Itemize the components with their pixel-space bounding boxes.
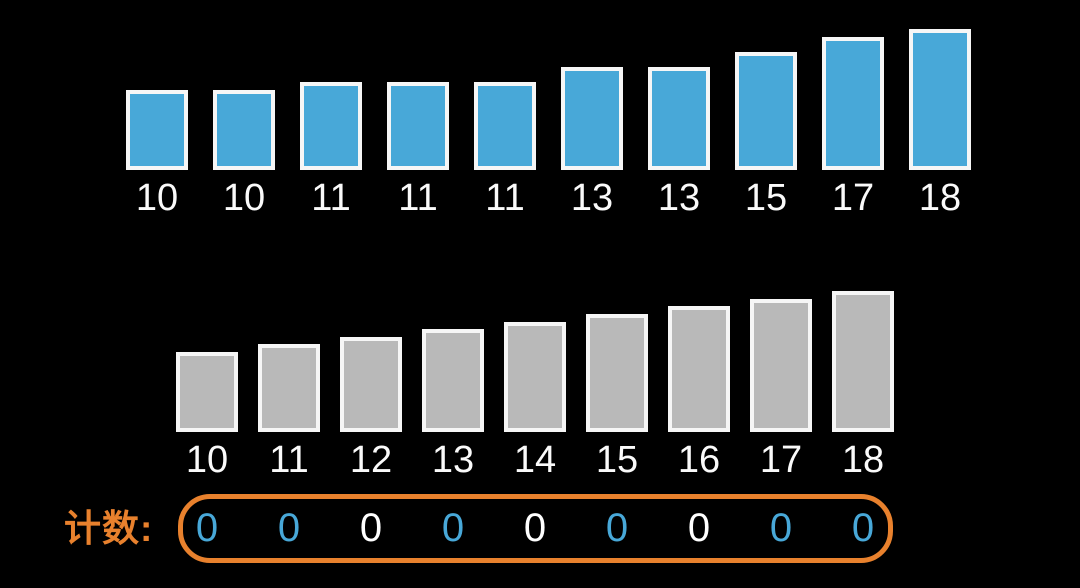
count-buckets-bar xyxy=(668,306,730,432)
count-buckets-bar xyxy=(504,322,566,432)
unsorted-values-item: 17 xyxy=(822,37,884,220)
count-buckets-value-label: 13 xyxy=(431,439,475,481)
unsorted-values-bar xyxy=(387,82,449,170)
count-cell-bucket-17: 0 xyxy=(769,506,793,550)
count-buckets-item: 18 xyxy=(832,291,894,482)
unsorted-values-bar xyxy=(735,52,797,170)
unsorted-values-value-label: 11 xyxy=(485,177,525,219)
count-buckets-item: 17 xyxy=(750,299,812,482)
count-buckets-value-label: 10 xyxy=(185,439,229,481)
count-cell-bucket-11: 0 xyxy=(277,506,301,550)
unsorted-values-value-label: 17 xyxy=(831,177,875,219)
count-buckets-value-label: 12 xyxy=(349,439,393,481)
unsorted-values-item: 11 xyxy=(300,82,362,220)
count-buckets-bar xyxy=(586,314,648,432)
count-buckets-bar xyxy=(832,291,894,432)
count-buckets-value-label: 15 xyxy=(595,439,639,481)
count-cell-bucket-12: 0 xyxy=(359,506,383,550)
unsorted-values-bar xyxy=(213,90,275,170)
unsorted-values-item: 10 xyxy=(213,90,275,220)
count-buckets-item: 11 xyxy=(258,344,320,482)
unsorted-values-value-label: 10 xyxy=(135,177,179,219)
count-buckets-item: 13 xyxy=(422,329,484,482)
count-cell-bucket-14: 0 xyxy=(523,506,547,550)
unsorted-array-bar-row: 10 10 11 11 11 13 13 15 17 18 xyxy=(126,29,971,220)
unsorted-values-value-label: 18 xyxy=(918,177,962,219)
unsorted-values-bar xyxy=(474,82,536,170)
unsorted-values-item: 13 xyxy=(561,67,623,220)
unsorted-values-value-label: 13 xyxy=(657,177,701,219)
unsorted-values-value-label: 10 xyxy=(222,177,266,219)
count-buckets-value-label: 11 xyxy=(269,439,309,481)
count-buckets-bar xyxy=(340,337,402,432)
unsorted-values-bar xyxy=(648,67,710,170)
count-cell-bucket-18: 0 xyxy=(851,506,875,550)
unsorted-values-item: 11 xyxy=(387,82,449,220)
unsorted-values-bar xyxy=(909,29,971,170)
count-buckets-item: 14 xyxy=(504,322,566,482)
unsorted-values-item: 10 xyxy=(126,90,188,220)
count-buckets-bar xyxy=(176,352,238,432)
bucket-scale-bar-row: 10 11 12 13 14 15 16 17 18 xyxy=(176,291,894,482)
unsorted-values-item: 18 xyxy=(909,29,971,220)
count-buckets-value-label: 17 xyxy=(759,439,803,481)
count-buckets-item: 10 xyxy=(176,352,238,482)
count-cell-bucket-10: 0 xyxy=(195,506,219,550)
unsorted-values-bar xyxy=(126,90,188,170)
unsorted-values-value-label: 11 xyxy=(398,177,438,219)
unsorted-values-item: 13 xyxy=(648,67,710,220)
count-buckets-value-label: 16 xyxy=(677,439,721,481)
count-cell-bucket-15: 0 xyxy=(605,506,629,550)
unsorted-values-value-label: 11 xyxy=(311,177,351,219)
count-buckets-bar xyxy=(750,299,812,432)
unsorted-values-item: 15 xyxy=(735,52,797,220)
count-buckets-value-label: 18 xyxy=(841,439,885,481)
unsorted-values-bar xyxy=(822,37,884,170)
unsorted-values-item: 11 xyxy=(474,82,536,220)
count-cell-bucket-13: 0 xyxy=(441,506,465,550)
count-array-box xyxy=(178,494,893,563)
unsorted-values-value-label: 15 xyxy=(744,177,788,219)
unsorted-values-bar xyxy=(561,67,623,170)
count-array-cells: 0 0 0 0 0 0 0 0 0 xyxy=(176,494,894,563)
count-buckets-item: 16 xyxy=(668,306,730,482)
unsorted-values-value-label: 13 xyxy=(570,177,614,219)
count-buckets-bar xyxy=(258,344,320,432)
count-buckets-value-label: 14 xyxy=(513,439,557,481)
count-buckets-bar xyxy=(422,329,484,432)
count-buckets-item: 12 xyxy=(340,337,402,482)
count-buckets-item: 15 xyxy=(586,314,648,482)
count-cell-bucket-16: 0 xyxy=(687,506,711,550)
count-array-label: 计数: xyxy=(64,508,154,549)
unsorted-values-bar xyxy=(300,82,362,170)
